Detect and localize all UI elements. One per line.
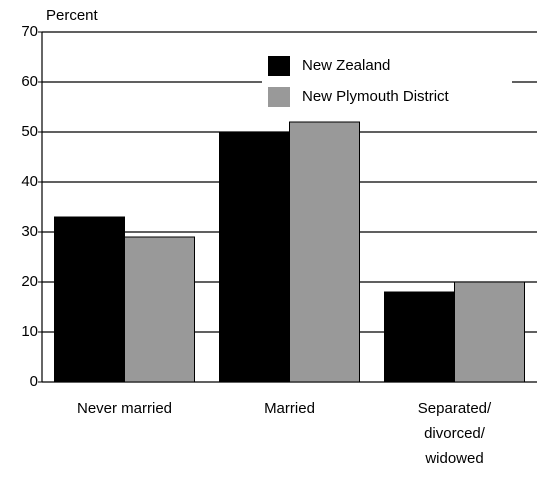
- bar: [454, 281, 525, 383]
- x-tick-label: Never married: [76, 400, 173, 417]
- legend-background: [262, 52, 512, 112]
- x-tick-label: Separated/ divorced/ widowed: [417, 400, 492, 467]
- y-tick-label: 60: [21, 73, 38, 90]
- bar: [384, 291, 455, 383]
- y-tick-label: 40: [21, 173, 38, 190]
- y-tick-label: 70: [21, 23, 38, 40]
- legend-swatch: [268, 56, 290, 76]
- bar: [219, 131, 290, 383]
- y-tick-label: 0: [30, 373, 38, 390]
- bar: [289, 121, 360, 383]
- bar: [124, 236, 195, 383]
- y-tick-label: 50: [21, 123, 38, 140]
- y-tick-label: 20: [21, 273, 38, 290]
- bar: [54, 216, 125, 383]
- legend-swatch: [268, 87, 290, 107]
- y-axis-label: Percent: [46, 7, 99, 24]
- x-tick-label: Married: [264, 400, 315, 417]
- y-tick-label: 30: [21, 223, 38, 240]
- legend-label: New Zealand: [302, 57, 390, 74]
- y-tick-label: 10: [21, 323, 38, 340]
- legend-label: New Plymouth District: [302, 88, 450, 105]
